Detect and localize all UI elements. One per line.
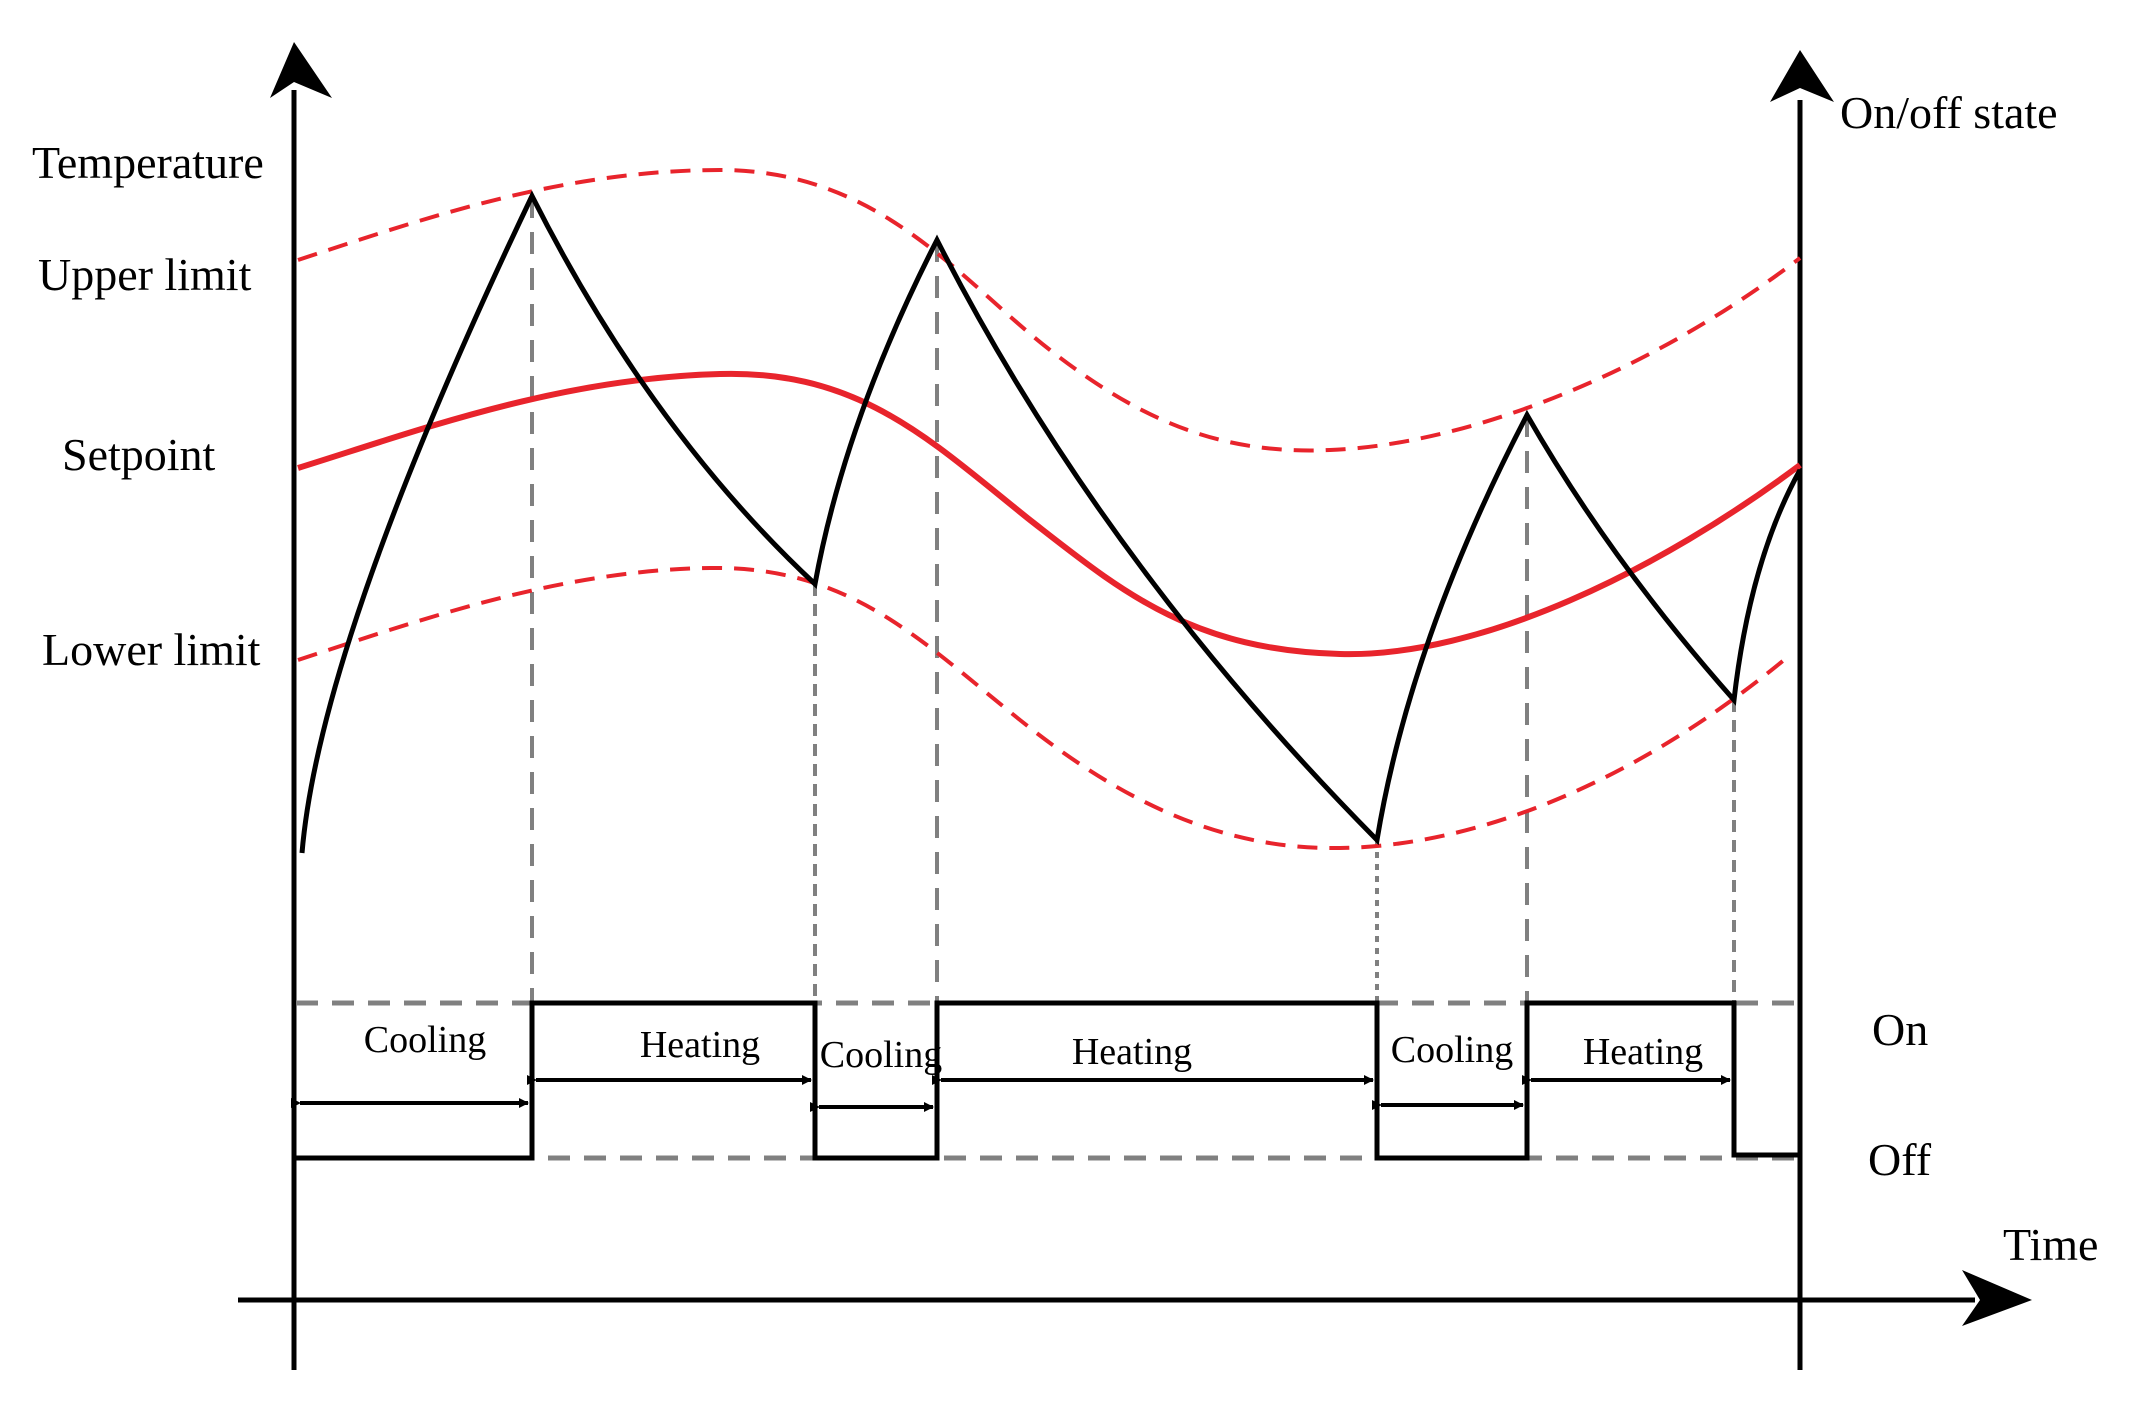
- lower-limit-curve: [297, 565, 1792, 851]
- upper-limit-label: Upper limit: [38, 249, 252, 300]
- segment-label-heating: Heating: [1072, 1031, 1192, 1073]
- state-waveform: [296, 1000, 1800, 1161]
- segment-label-heating: Heating: [1583, 1031, 1703, 1073]
- segment-label-cooling: Cooling: [820, 1034, 942, 1076]
- on-label: On: [1872, 1004, 1928, 1055]
- time-axis-arrowhead: [1962, 1270, 2032, 1326]
- segment-label-heating: Heating: [640, 1024, 760, 1066]
- lower-limit-label: Lower limit: [42, 624, 261, 675]
- state-axis-arrowhead: [1770, 50, 1834, 102]
- segment-label-cooling: Cooling: [364, 1019, 486, 1061]
- segment-label-cooling: Cooling: [1391, 1029, 1513, 1071]
- switch-guides: [530, 196, 1736, 1003]
- temperature-axis-label: Temperature: [32, 137, 264, 188]
- setpoint-curve: [297, 370, 1802, 658]
- temperature-axis-arrowhead: [270, 42, 332, 98]
- setpoint-label: Setpoint: [62, 429, 216, 480]
- upper-limit-curve: [297, 167, 1802, 453]
- off-label: Off: [1868, 1134, 1932, 1185]
- temperature-curve: [299, 190, 1803, 854]
- duration-arrows: [291, 1075, 1731, 1112]
- axes: [238, 90, 1975, 1370]
- time-axis-label: Time: [2003, 1219, 2098, 1270]
- state-axis-label: On/off state: [1840, 87, 2058, 138]
